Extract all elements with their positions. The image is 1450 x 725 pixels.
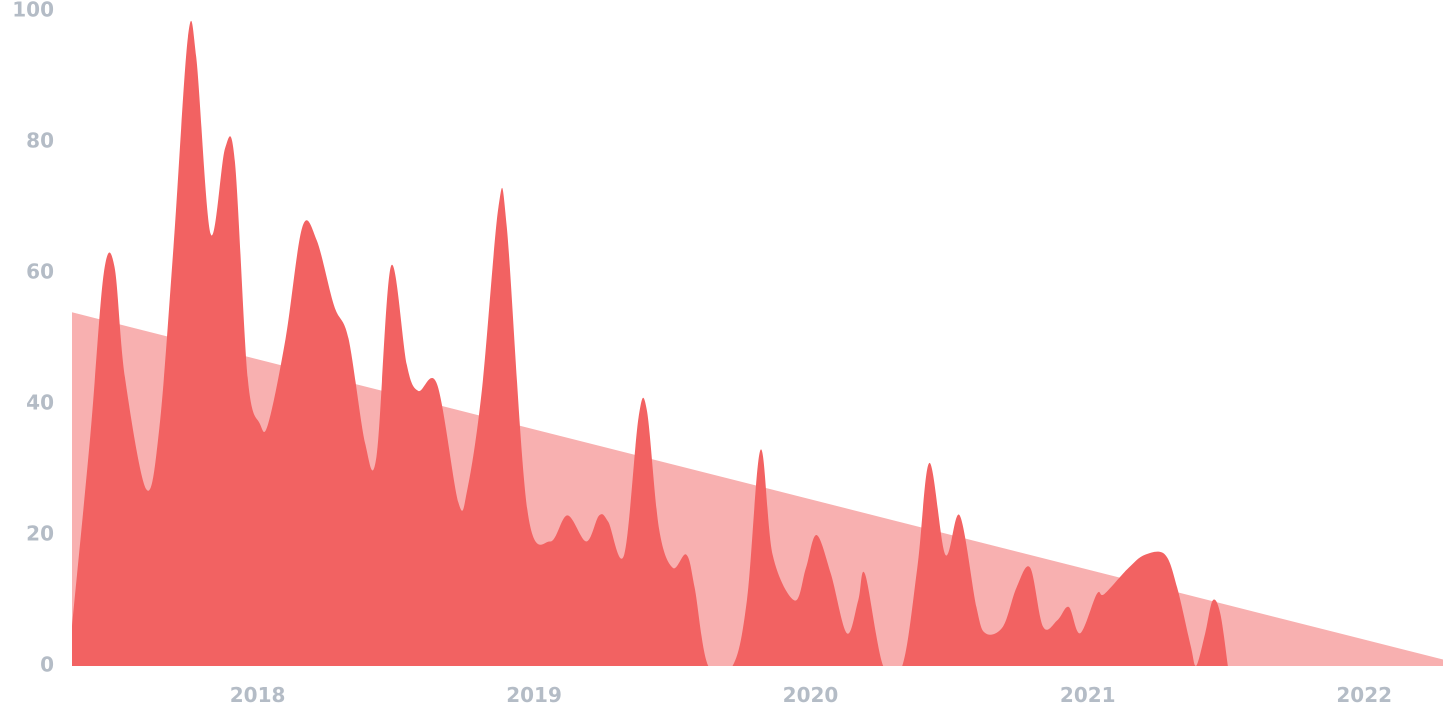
y-tick-label: 60 [26,260,54,284]
y-tick-label: 80 [26,129,54,153]
x-tick-label: 2018 [230,683,286,707]
y-axis: 0 20 40 60 80 100 [12,0,54,677]
y-tick-label: 20 [26,522,54,546]
x-tick-label: 2019 [506,683,562,707]
x-tick-label: 2022 [1336,683,1392,707]
x-tick-label: 2021 [1060,683,1116,707]
series-area [72,20,1228,667]
y-tick-label: 100 [12,0,54,22]
y-tick-label: 0 [40,653,54,677]
x-axis: 2018 2019 2020 2021 2022 [230,683,1392,707]
series-layer [72,20,1228,667]
y-tick-label: 40 [26,391,54,415]
x-tick-label: 2020 [783,683,839,707]
